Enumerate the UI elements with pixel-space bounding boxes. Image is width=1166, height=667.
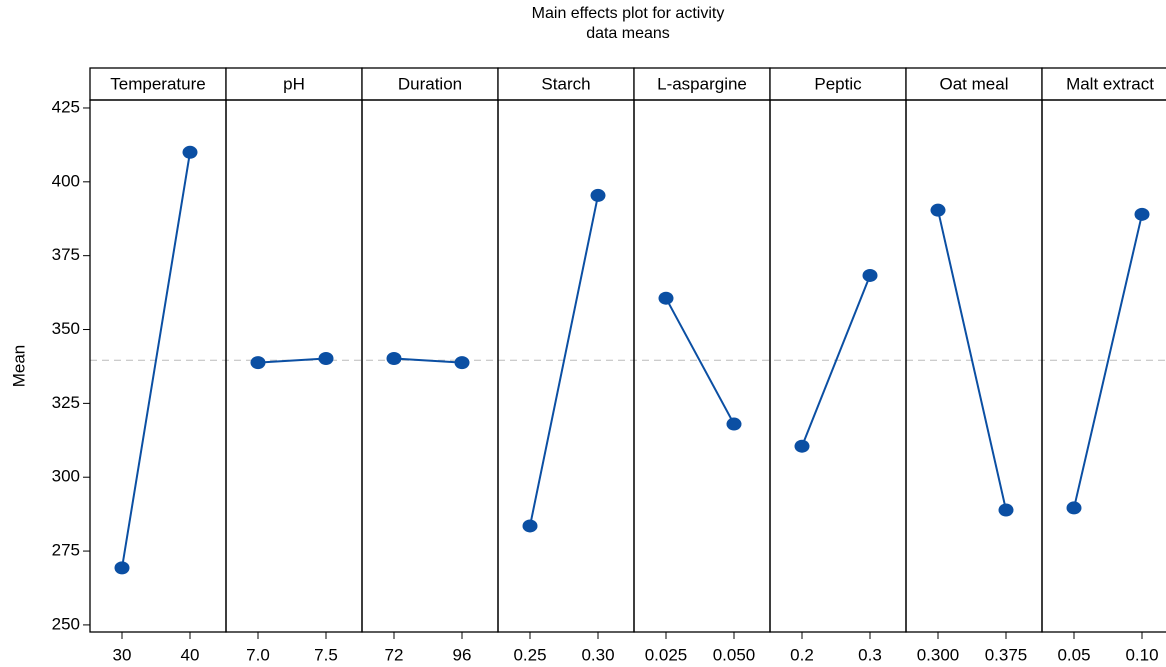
- effect-line: [257, 357, 327, 364]
- effect-point: [522, 519, 538, 533]
- x-tick-label: 30: [113, 645, 132, 664]
- panel-title: Starch: [541, 74, 590, 93]
- panel-title: Malt extract: [1066, 74, 1154, 93]
- chart-title: Main effects plot for activity: [532, 5, 725, 22]
- panel-title: Temperature: [110, 74, 205, 93]
- x-tick-label: 72: [385, 645, 404, 664]
- panel: [1041, 99, 1166, 633]
- x-tick-label: 0.300: [917, 645, 960, 664]
- panel-title: Duration: [398, 74, 462, 93]
- y-tick-label: 425: [52, 97, 80, 116]
- effect-line: [1073, 214, 1143, 509]
- x-tick-label: 0.10: [1125, 645, 1158, 664]
- effect-point: [182, 145, 198, 159]
- panel-title: pH: [283, 74, 305, 93]
- panel: [497, 99, 635, 633]
- x-tick-label: 0.30: [581, 645, 614, 664]
- effect-point: [930, 203, 946, 217]
- effect-point: [454, 356, 470, 370]
- panel-header: [905, 67, 1043, 101]
- y-tick-label: 275: [52, 541, 80, 560]
- effect-point: [998, 503, 1014, 517]
- effect-line: [665, 297, 735, 425]
- effect-line: [393, 357, 463, 364]
- effect-line: [937, 209, 1007, 511]
- effect-point: [590, 188, 606, 202]
- panel-title: Oat meal: [940, 74, 1009, 93]
- panel: [89, 99, 227, 633]
- effect-line: [121, 152, 191, 569]
- y-tick-label: 300: [52, 467, 80, 486]
- effect-point: [386, 351, 402, 365]
- panel: [769, 99, 907, 633]
- y-axis-label: Mean: [9, 345, 28, 388]
- effect-line: [801, 275, 871, 447]
- x-tick-label: 7.0: [246, 645, 270, 664]
- x-tick-label: 0.25: [513, 645, 546, 664]
- x-tick-label: 0.2: [790, 645, 814, 664]
- effect-point: [318, 351, 334, 365]
- effect-point: [114, 561, 130, 575]
- chart-subtitle: data means: [586, 25, 670, 42]
- x-tick-label: 96: [453, 645, 472, 664]
- panel-title: Peptic: [814, 74, 862, 93]
- effect-line: [529, 195, 599, 527]
- y-tick-label: 400: [52, 171, 80, 190]
- x-tick-label: 0.025: [645, 645, 688, 664]
- y-tick-label: 375: [52, 245, 80, 264]
- y-tick-label: 350: [52, 319, 80, 338]
- x-tick-label: 0.3: [858, 645, 882, 664]
- x-tick-label: 0.375: [985, 645, 1028, 664]
- effect-point: [1066, 501, 1082, 515]
- effect-point: [862, 268, 878, 282]
- panel-header: [769, 67, 907, 101]
- x-tick-label: 40: [181, 645, 200, 664]
- effect-point: [794, 439, 810, 453]
- effect-point: [250, 356, 266, 370]
- panel: [361, 99, 499, 633]
- x-tick-label: 0.050: [713, 645, 756, 664]
- x-tick-label: 0.05: [1057, 645, 1090, 664]
- y-tick-label: 250: [52, 614, 80, 633]
- x-tick-label: 7.5: [314, 645, 338, 664]
- effect-point: [1134, 207, 1150, 221]
- panel: [225, 99, 363, 633]
- panel-header: [225, 67, 363, 101]
- panel-title: L-aspargine: [657, 74, 747, 93]
- effect-point: [726, 417, 742, 431]
- effect-point: [658, 291, 674, 305]
- y-tick-label: 325: [52, 393, 80, 412]
